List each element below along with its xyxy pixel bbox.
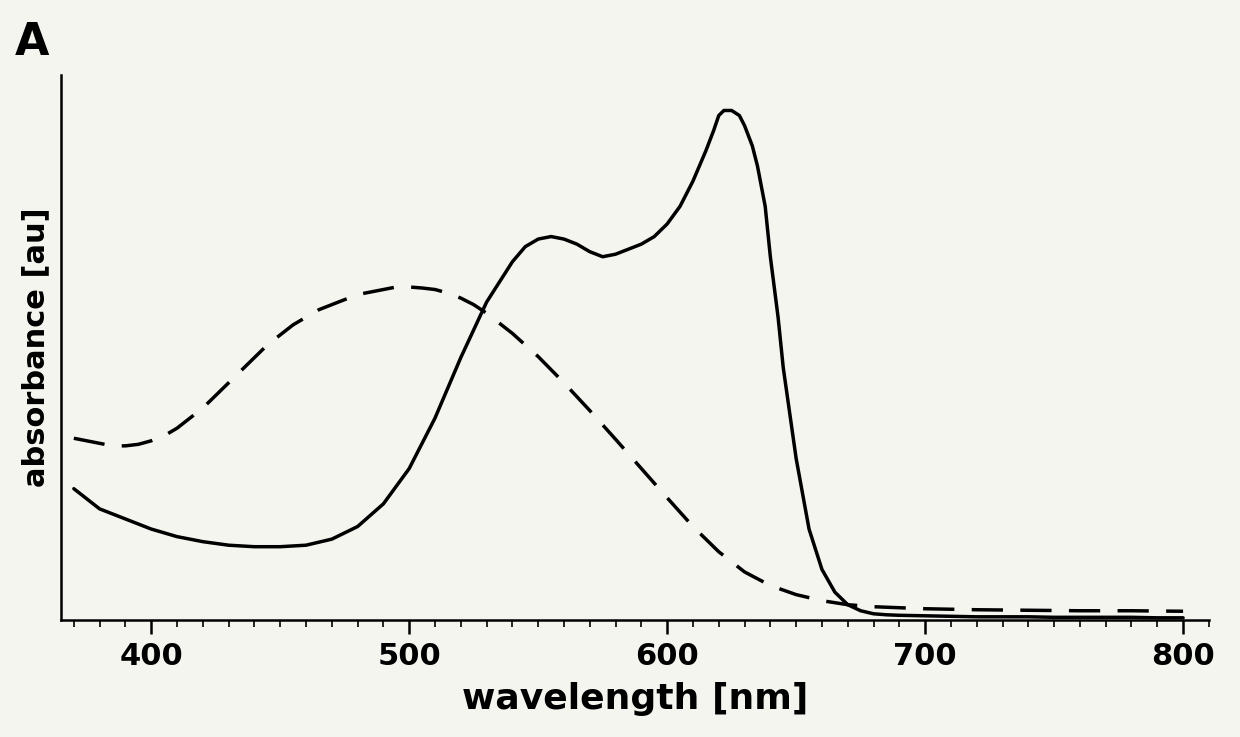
Y-axis label: absorbance [au]: absorbance [au] (21, 208, 50, 487)
X-axis label: wavelength [nm]: wavelength [nm] (461, 682, 808, 716)
Text: A: A (15, 21, 50, 64)
